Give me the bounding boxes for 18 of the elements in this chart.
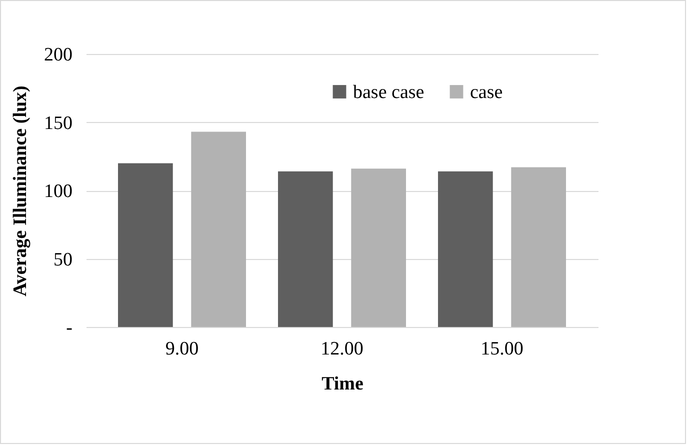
y-tick-label: 50 xyxy=(54,249,72,270)
y-tick-label: 100 xyxy=(44,181,72,202)
y-tick-label: 150 xyxy=(44,112,72,134)
x-tick-label: 9.00 xyxy=(165,338,199,360)
bar xyxy=(278,171,333,327)
bar xyxy=(351,168,406,327)
x-tick-label: 12.00 xyxy=(320,338,364,360)
bar xyxy=(191,132,246,327)
x-axis-title: Time xyxy=(322,374,364,394)
legend-label: case xyxy=(470,82,503,103)
y-tick-label: - xyxy=(66,318,72,338)
bar xyxy=(511,167,566,327)
y-tick-label: 200 xyxy=(44,44,72,66)
x-tick-label: 15.00 xyxy=(480,338,524,360)
bar xyxy=(118,163,173,327)
legend-label: base case xyxy=(353,82,424,103)
y-axis-title: Average Illuminance (lux) xyxy=(10,86,31,296)
bar xyxy=(438,171,493,327)
